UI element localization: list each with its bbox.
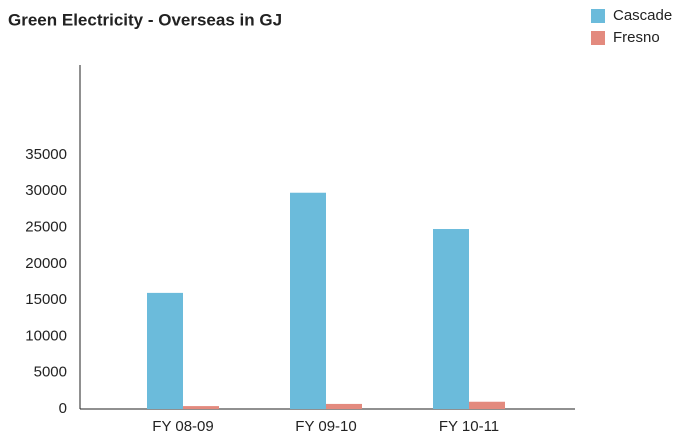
legend-label: Fresno xyxy=(613,29,660,46)
y-tick-label: 30000 xyxy=(25,182,67,199)
bar xyxy=(469,401,505,409)
bar xyxy=(183,406,219,409)
bar xyxy=(147,292,183,409)
bar xyxy=(326,403,362,409)
legend-swatch xyxy=(591,9,605,23)
y-tick-label: 15000 xyxy=(25,291,67,308)
y-tick-label: 35000 xyxy=(25,146,67,163)
bar xyxy=(433,229,469,409)
chart-title: Green Electricity - Overseas in GJ xyxy=(8,10,282,29)
legend-swatch xyxy=(591,31,605,45)
y-tick-label: 25000 xyxy=(25,219,67,236)
bar xyxy=(290,192,326,409)
y-tick-label: 10000 xyxy=(25,327,67,344)
x-tick-label: FY 08-09 xyxy=(152,418,213,435)
x-tick-label: FY 10-11 xyxy=(439,418,499,435)
y-tick-label: 20000 xyxy=(25,255,67,272)
x-tick-label: FY 09-10 xyxy=(295,418,356,435)
y-tick-label: 0 xyxy=(59,400,67,417)
legend-label: Cascade xyxy=(613,7,672,24)
y-tick-label: 5000 xyxy=(34,364,67,381)
